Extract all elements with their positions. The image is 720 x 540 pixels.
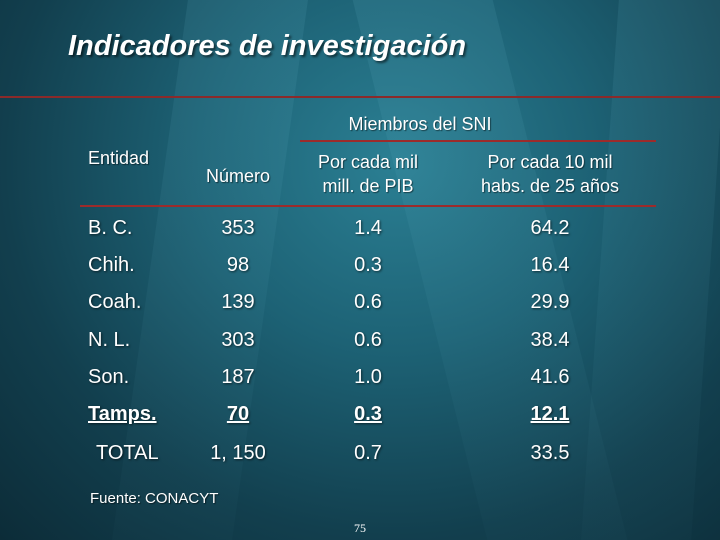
cell-entity: Chih. <box>88 254 135 276</box>
cell-entity: B. C. <box>88 217 133 239</box>
cell-number: 70 <box>190 402 286 426</box>
title-divider <box>0 96 720 98</box>
column-header-number: Número <box>205 166 271 186</box>
column-header-per-gdp-line2: mill. de PIB <box>322 176 414 196</box>
cell-number: 1, 150 <box>210 442 266 464</box>
cell-number: 187 <box>221 366 255 388</box>
cell-per-gdp: 0.6 <box>354 291 382 313</box>
column-header-entity: Entidad <box>88 148 150 168</box>
group-header: Miembros del SNI <box>348 114 492 134</box>
cell-number: 353 <box>221 217 255 239</box>
table-row: N. L. 303 0.6 38.4 <box>0 328 720 366</box>
cell-entity: Coah. <box>88 291 142 313</box>
cell-per-gdp: 1.4 <box>354 217 382 239</box>
cell-number: 139 <box>221 291 255 313</box>
cell-per-pop-text: 12.1 <box>530 403 570 425</box>
group-header-rule <box>300 140 656 142</box>
cell-number: 98 <box>226 254 250 276</box>
cell-per-gdp: 1.0 <box>354 366 382 388</box>
cell-per-pop: 29.9 <box>530 291 570 313</box>
column-header-per-pop-line2: habs. de 25 años <box>480 176 620 196</box>
table-row-total: TOTAL 1, 150 0.7 33.5 <box>0 441 720 479</box>
table-row: Son. 187 1.0 41.6 <box>0 365 720 403</box>
table-row: Coah. 139 0.6 29.9 <box>0 290 720 328</box>
column-header-per-pop-line1: Por cada 10 mil <box>487 152 613 172</box>
cell-number-text: 70 <box>226 403 250 425</box>
cell-per-pop: 16.4 <box>530 254 570 276</box>
cell-per-pop: 12.1 <box>462 402 638 426</box>
cell-per-pop: 38.4 <box>530 329 570 351</box>
cell-entity: N. L. <box>88 329 131 351</box>
cell-entity: Son. <box>88 366 130 388</box>
cell-entity-text: Tamps. <box>88 403 157 425</box>
column-header-per-gdp-line1: Por cada mil <box>317 152 419 172</box>
column-header-per-pop: Por cada 10 mil habs. de 25 años <box>455 150 645 198</box>
cell-entity: TOTAL <box>96 442 159 464</box>
source-note: Fuente: CONACYT <box>90 490 219 507</box>
cell-per-pop: 33.5 <box>530 442 570 464</box>
header-bottom-rule <box>80 205 656 207</box>
cell-per-pop: 64.2 <box>530 217 570 239</box>
cell-per-gdp: 0.6 <box>354 329 382 351</box>
cell-per-pop: 41.6 <box>530 366 570 388</box>
cell-per-gdp: 0.3 <box>300 402 436 426</box>
cell-per-gdp: 0.7 <box>354 442 382 464</box>
table-row: B. C. 353 1.4 64.2 <box>0 216 720 254</box>
cell-per-gdp: 0.3 <box>354 254 382 276</box>
table-row: Chih. 98 0.3 16.4 <box>0 253 720 291</box>
cell-entity: Tamps. <box>88 402 157 426</box>
page-number: 75 <box>354 521 366 535</box>
cell-number: 303 <box>221 329 255 351</box>
table-row: Tamps. 70 0.3 12.1 <box>0 402 720 440</box>
slide-title: Indicadores de investigación <box>68 30 467 62</box>
cell-per-gdp-text: 0.3 <box>354 403 382 425</box>
column-header-per-gdp: Por cada mil mill. de PIB <box>300 150 436 198</box>
